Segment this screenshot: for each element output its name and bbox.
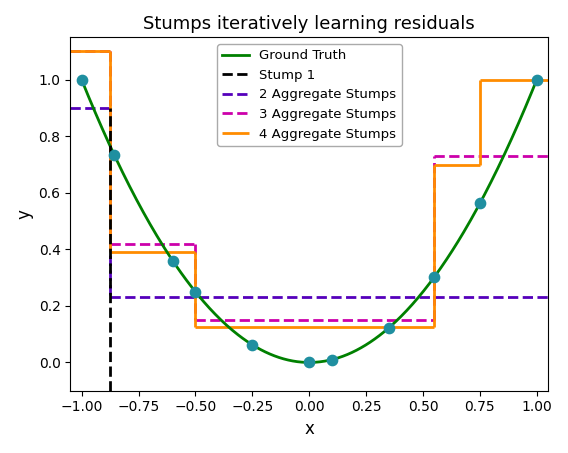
Legend: Ground Truth, Stump 1, 2 Aggregate Stumps, 3 Aggregate Stumps, 4 Aggregate Stump: Ground Truth, Stump 1, 2 Aggregate Stump… <box>217 44 402 146</box>
Point <box>191 288 200 295</box>
X-axis label: x: x <box>304 420 314 438</box>
4 Aggregate Stumps <box>67 49 74 54</box>
Stump 1 <box>107 388 114 394</box>
Point <box>77 76 86 83</box>
Ground Truth <box>78 77 85 82</box>
Point <box>532 76 541 83</box>
4 Aggregate Stumps <box>107 49 114 54</box>
Line: Ground Truth: Ground Truth <box>82 80 537 362</box>
Ground Truth <box>133 197 140 202</box>
Point <box>248 341 257 348</box>
Point <box>168 257 177 264</box>
Point <box>304 359 314 366</box>
Point <box>475 200 485 207</box>
Ground Truth <box>366 340 373 346</box>
Ground Truth <box>533 77 540 82</box>
Point <box>327 356 336 363</box>
Ground Truth <box>306 360 313 365</box>
Y-axis label: y: y <box>15 209 33 219</box>
2 Aggregate Stumps <box>107 105 114 111</box>
Point <box>430 273 439 280</box>
Ground Truth <box>408 303 415 308</box>
Stump 1 <box>107 105 114 111</box>
Point <box>110 151 119 159</box>
Ground Truth <box>227 325 233 331</box>
3 Aggregate Stumps <box>107 49 114 54</box>
2 Aggregate Stumps <box>67 105 74 111</box>
Ground Truth <box>258 347 265 353</box>
Ground Truth <box>410 300 417 306</box>
Title: Stumps iteratively learning residuals: Stumps iteratively learning residuals <box>143 15 475 33</box>
3 Aggregate Stumps <box>67 49 74 54</box>
Point <box>385 324 394 332</box>
